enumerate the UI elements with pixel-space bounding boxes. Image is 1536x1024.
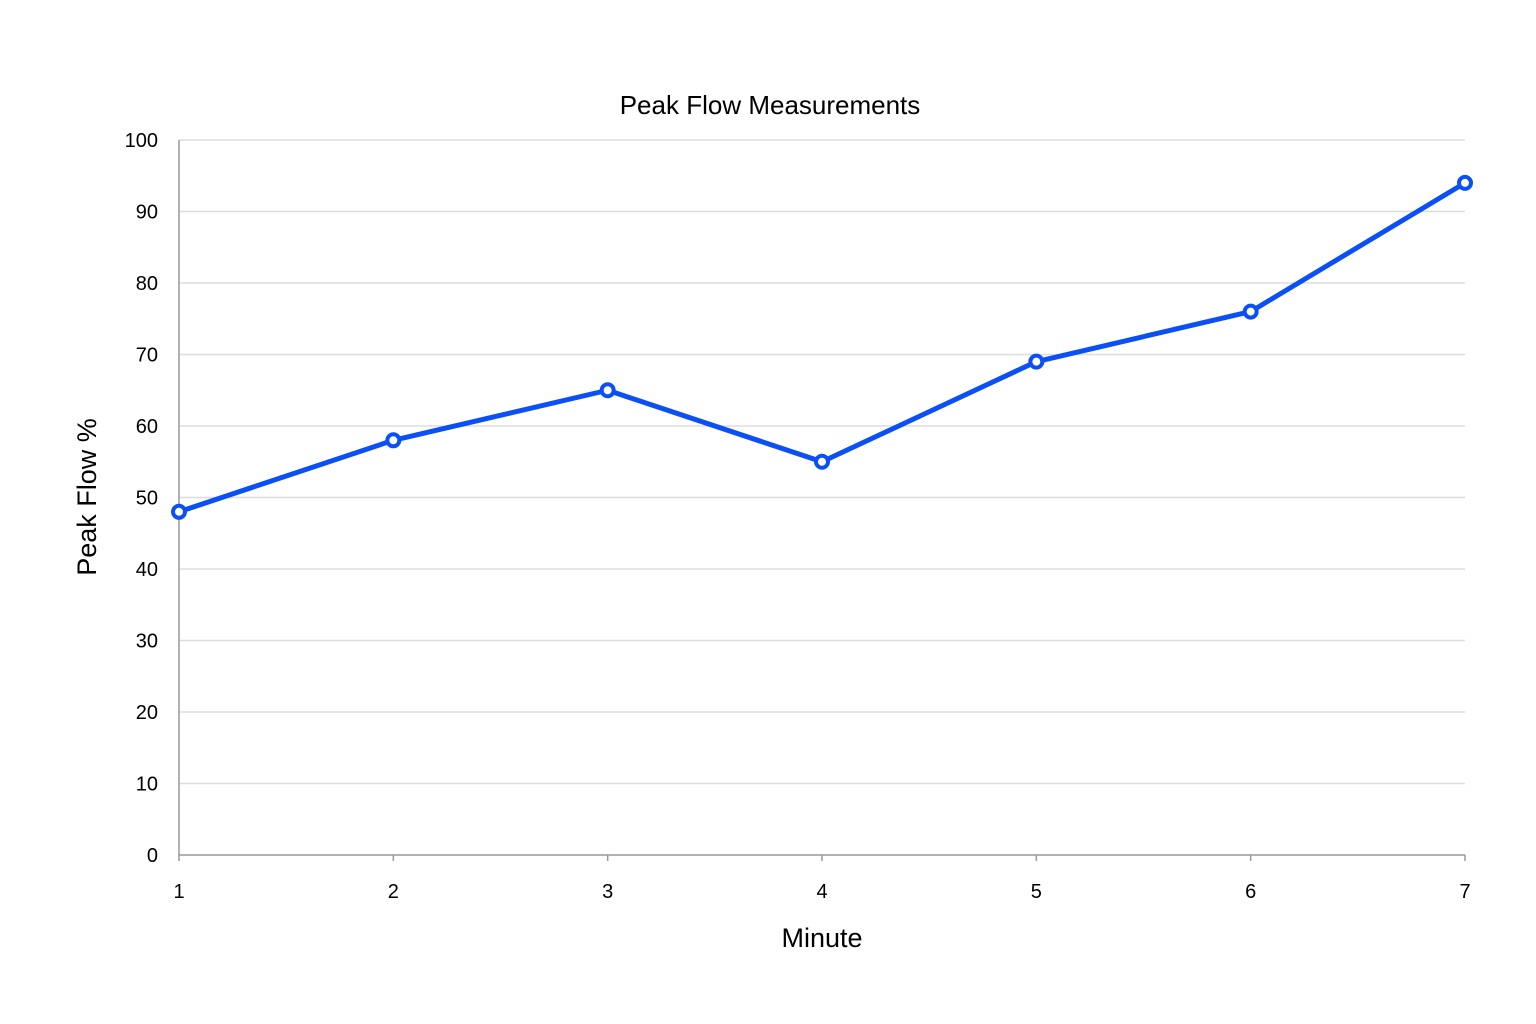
y-tick-label: 60 <box>136 416 158 438</box>
y-tick-label: 20 <box>136 702 158 724</box>
x-tick-label: 4 <box>816 881 827 903</box>
y-tick-label: 90 <box>136 202 158 224</box>
chart-title: Peak Flow Measurements <box>620 90 921 120</box>
y-tick-label: 70 <box>136 345 158 367</box>
y-tick-label: 10 <box>136 774 158 796</box>
y-tick-label: 0 <box>147 845 158 867</box>
x-tick-label: 5 <box>1031 881 1042 903</box>
series <box>171 174 1473 520</box>
y-tick-label: 80 <box>136 273 158 295</box>
x-tick-labels: 1 2 3 4 5 6 7 <box>173 881 1470 903</box>
data-point <box>599 382 616 399</box>
data-point <box>1242 303 1259 320</box>
x-axis-title: Minute <box>781 923 862 953</box>
data-point <box>385 432 402 449</box>
x-tick-label: 2 <box>388 881 399 903</box>
y-tick-label: 40 <box>136 559 158 581</box>
y-tick-label: 50 <box>136 488 158 510</box>
x-tick-label: 7 <box>1459 881 1470 903</box>
x-tick-label: 3 <box>602 881 613 903</box>
data-point <box>814 453 830 470</box>
gridlines <box>179 139 1465 785</box>
x-tick-label: 1 <box>173 881 184 903</box>
y-tick-label: 30 <box>136 631 158 653</box>
y-tick-labels: 0 10 20 30 40 50 60 70 80 90 100 <box>125 130 158 867</box>
y-tick-label: 100 <box>125 130 158 152</box>
data-point <box>1028 353 1045 370</box>
y-axis-title: Peak Flow % <box>72 418 102 576</box>
data-point <box>1457 174 1473 191</box>
axes <box>178 140 1466 861</box>
data-point <box>171 503 187 520</box>
x-tick-label: 6 <box>1245 881 1256 903</box>
